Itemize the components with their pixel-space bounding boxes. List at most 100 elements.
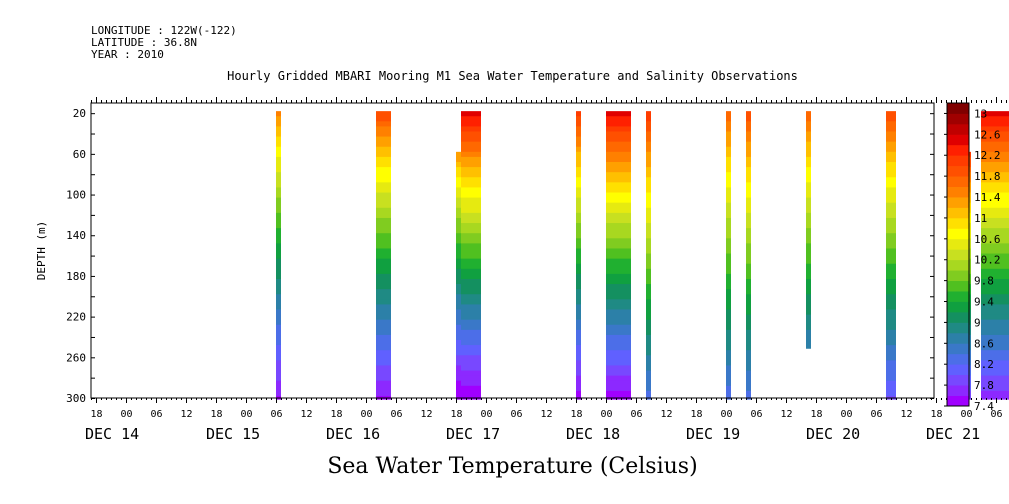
data-cell	[576, 151, 581, 158]
data-cell	[806, 136, 811, 143]
data-cell	[806, 273, 811, 280]
data-cell	[606, 156, 631, 163]
data-cell	[886, 111, 896, 117]
data-cell	[461, 253, 481, 260]
data-cell	[806, 156, 811, 163]
data-cell	[886, 121, 896, 127]
data-cell	[606, 223, 631, 229]
data-cell	[606, 146, 631, 153]
data-cell	[376, 340, 391, 346]
plot-frame	[90, 102, 935, 399]
data-cell	[646, 329, 651, 336]
data-cell	[276, 258, 281, 265]
data-cell	[456, 314, 461, 321]
data-cell	[276, 294, 281, 300]
x-tick-label: 12	[780, 409, 792, 420]
data-cell	[981, 131, 1009, 138]
data-cell	[456, 192, 461, 199]
data-cell	[461, 284, 481, 290]
data-cell	[981, 172, 1009, 178]
data-cell	[376, 223, 391, 229]
data-cell	[461, 192, 481, 199]
data-cell	[886, 212, 896, 219]
data-cell	[276, 248, 281, 255]
data-cell	[981, 177, 1009, 183]
data-cell	[646, 253, 651, 260]
data-cell	[726, 350, 731, 356]
data-cell	[726, 167, 731, 173]
data-cell	[461, 136, 481, 143]
data-cell	[806, 116, 811, 122]
data-cell	[576, 253, 581, 260]
colorbar-swatch	[947, 207, 969, 219]
data-cell	[806, 131, 811, 138]
data-cell	[461, 258, 481, 265]
data-cell	[746, 289, 751, 295]
y-tick-label: 20	[73, 107, 86, 120]
data-cell	[456, 187, 461, 194]
data-cell	[276, 299, 281, 306]
data-cell	[886, 385, 896, 392]
data-cell	[276, 121, 281, 127]
colorbar-label: 11.8	[974, 170, 1001, 183]
data-cell	[726, 375, 731, 382]
data-cell	[576, 167, 581, 173]
data-cell	[376, 289, 391, 295]
data-cell	[376, 141, 391, 148]
data-cell	[606, 116, 631, 122]
data-cell	[726, 329, 731, 336]
data-cell	[456, 370, 461, 377]
data-cell	[806, 319, 811, 326]
data-cell	[606, 375, 631, 382]
data-cell	[886, 329, 896, 336]
data-cell	[276, 334, 281, 341]
data-cell	[606, 121, 631, 127]
data-cell	[276, 126, 281, 133]
data-cell	[981, 375, 1009, 382]
data-cell	[456, 233, 461, 239]
data-cell	[806, 253, 811, 260]
data-cell	[456, 345, 461, 351]
data-cell	[376, 238, 391, 244]
data-cell	[746, 167, 751, 173]
data-cell	[746, 278, 751, 285]
data-cell	[886, 136, 896, 143]
data-cell	[461, 294, 481, 300]
data-cell	[726, 253, 731, 260]
colorbar-swatch	[947, 144, 969, 156]
data-cell	[456, 365, 461, 372]
data-cell	[606, 380, 631, 387]
data-cell	[456, 263, 461, 270]
data-cell	[646, 340, 651, 346]
data-cell	[576, 365, 581, 372]
data-cell	[981, 273, 1009, 280]
data-cell	[746, 141, 751, 148]
colorbar-swatch	[947, 385, 969, 396]
data-cell	[606, 314, 631, 321]
data-cell	[456, 253, 461, 260]
data-cell	[886, 131, 896, 138]
data-cell	[461, 365, 481, 372]
colorbar-label: 12.6	[974, 128, 1001, 141]
data-cell	[576, 329, 581, 336]
data-cell	[806, 299, 811, 306]
data-cell	[576, 136, 581, 143]
data-cell	[981, 121, 1009, 127]
data-cell	[726, 278, 731, 285]
colorbar-swatch	[947, 374, 969, 386]
data-cell	[461, 314, 481, 321]
data-cell	[376, 360, 391, 367]
data-cell	[606, 177, 631, 183]
data-cell	[276, 172, 281, 178]
x-tick-label: 06	[990, 409, 1002, 420]
data-cell	[981, 167, 1009, 173]
data-cell	[726, 314, 731, 321]
data-cell	[646, 268, 651, 275]
data-cell	[276, 212, 281, 219]
data-cell	[606, 182, 631, 189]
data-cell	[981, 304, 1009, 311]
y-axis-label: DEPTH (m)	[35, 221, 48, 281]
data-cell	[646, 390, 651, 397]
data-cell	[981, 370, 1009, 377]
x-tick-label: 12	[540, 409, 552, 420]
